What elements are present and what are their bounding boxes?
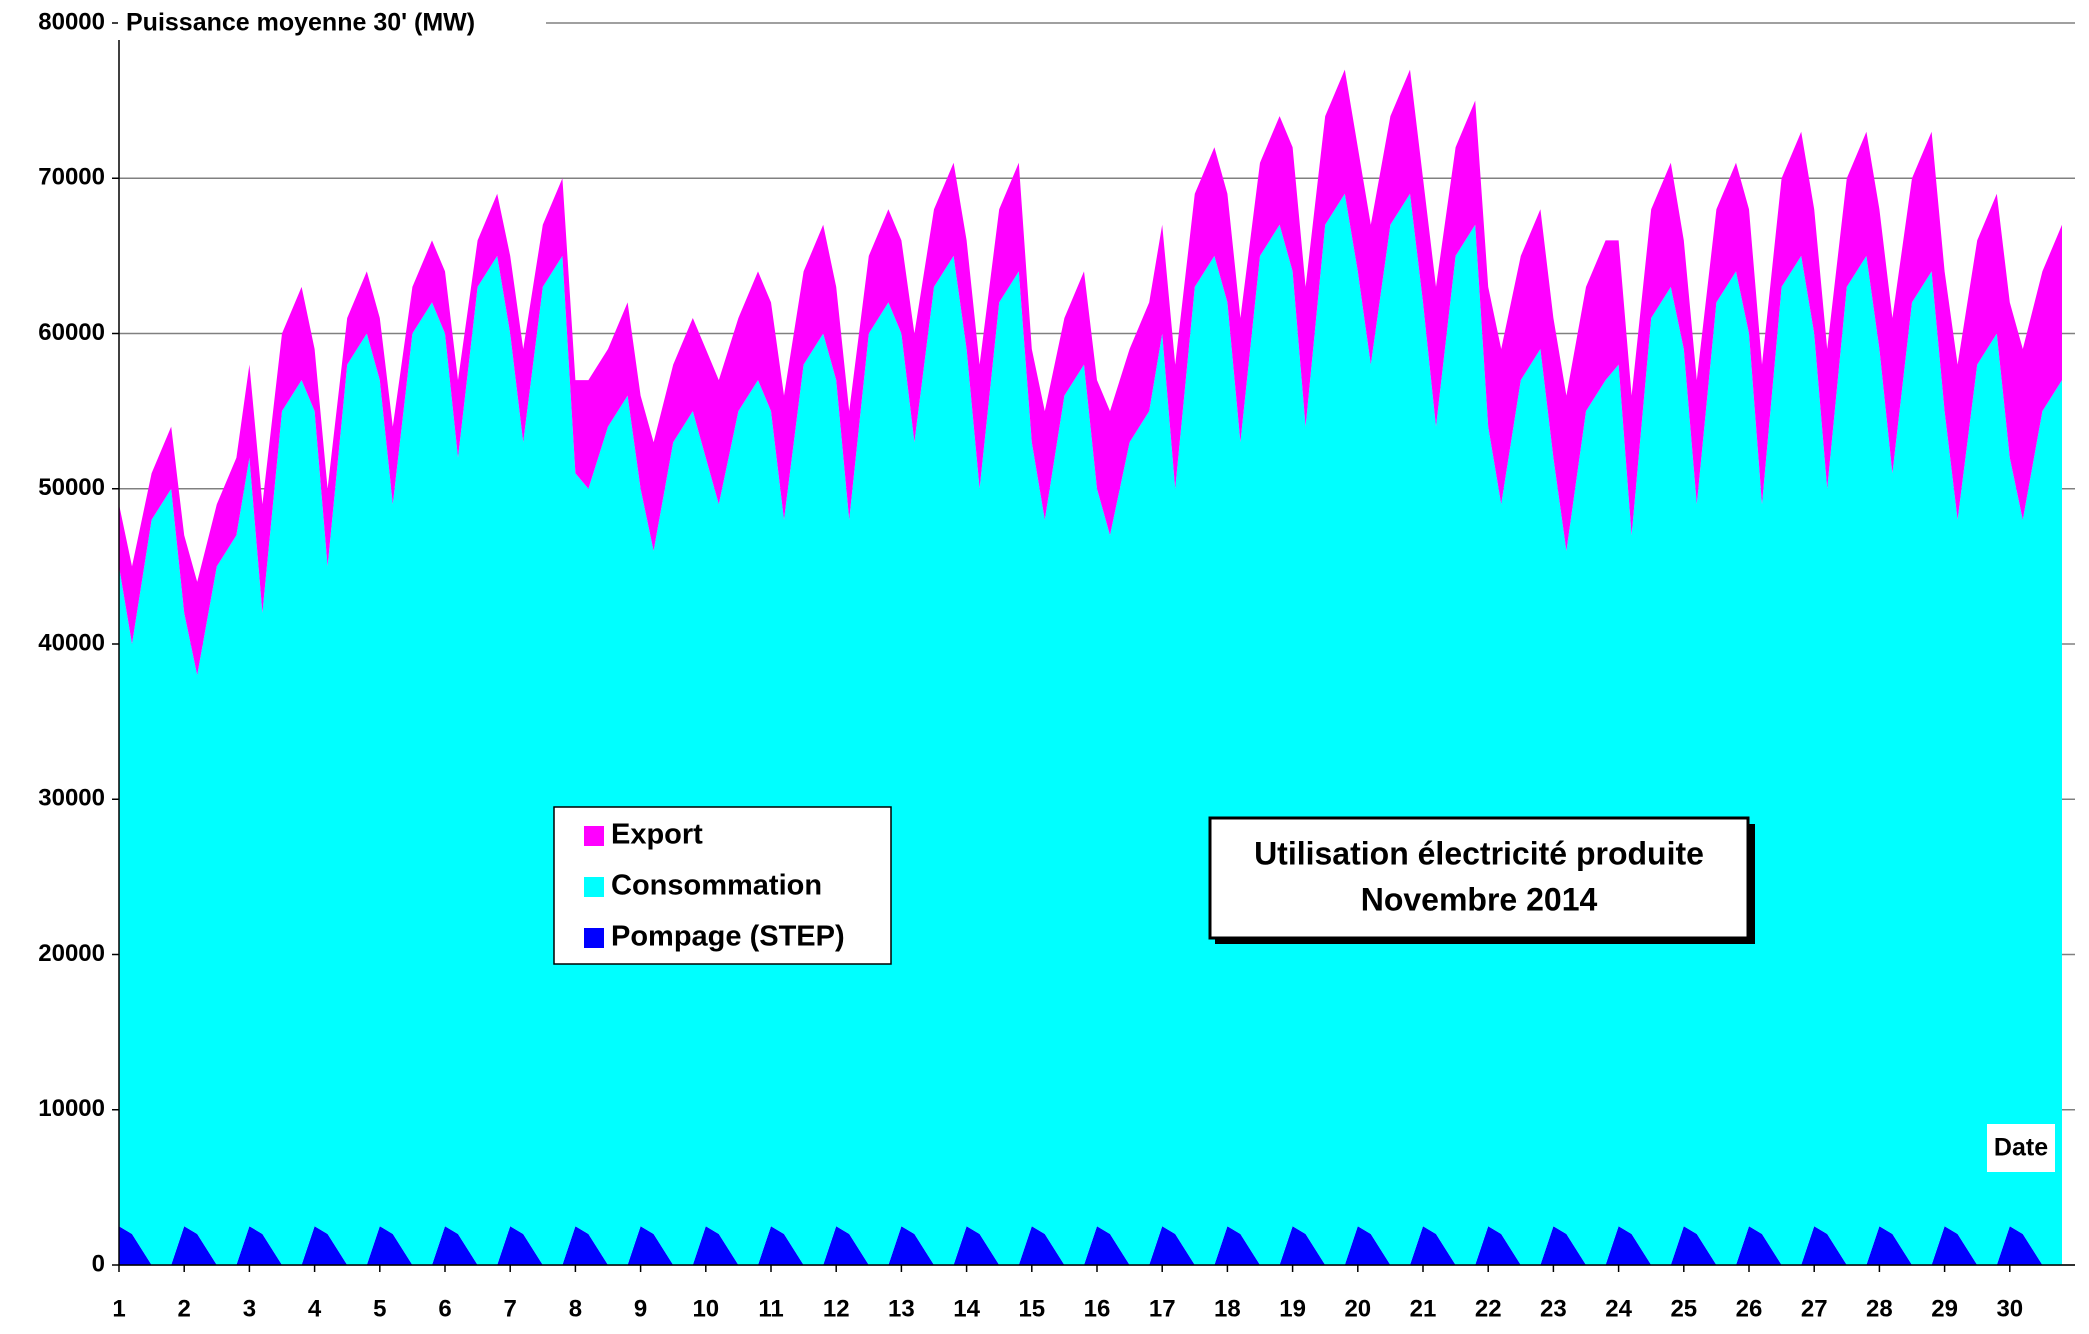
x-tick-label: 10 — [692, 1295, 719, 1322]
title-box — [1208, 816, 1750, 940]
y-tick-label: 20000 — [38, 940, 105, 967]
x-label-bg — [1987, 1124, 2055, 1172]
x-tick-label: 19 — [1279, 1295, 1306, 1322]
x-tick-label: 22 — [1475, 1295, 1502, 1322]
legend: Export Consommation Pompage (STEP) — [584, 819, 845, 953]
chart-title: Utilisation électricité produite — [1254, 835, 1704, 871]
x-tick-label: 8 — [569, 1295, 582, 1322]
legend-label: Export — [611, 819, 703, 851]
y-tick-label: 80000 — [38, 8, 105, 35]
x-tick-label: 12 — [823, 1295, 850, 1322]
x-tick-label: 23 — [1540, 1295, 1567, 1322]
x-tick-label: 11 — [758, 1295, 783, 1322]
legend-swatch — [584, 826, 604, 846]
x-tick-label: 17 — [1149, 1295, 1176, 1322]
x-tick-label: 20 — [1344, 1295, 1371, 1322]
x-tick-label: 21 — [1410, 1295, 1437, 1322]
legend-label: Pompage (STEP) — [611, 921, 845, 953]
y-tick-label: 70000 — [38, 164, 105, 191]
y-axis-title: Puissance moyenne 30' (MW) — [126, 9, 475, 37]
legend-box — [553, 806, 892, 965]
x-tick-label: 2 — [178, 1295, 191, 1322]
x-tick-label: 30 — [1996, 1295, 2023, 1322]
legend-swatch — [584, 877, 604, 897]
x-tick-label: 27 — [1801, 1295, 1828, 1322]
x-tick-label: 25 — [1670, 1295, 1697, 1322]
y-tick-label: 0 — [92, 1250, 105, 1277]
area — [119, 69, 2062, 676]
x-tick-label: 6 — [438, 1295, 451, 1322]
x-tick-label: 18 — [1214, 1295, 1241, 1322]
x-tick-label: 4 — [308, 1295, 322, 1322]
legend-label: Consommation — [611, 870, 822, 902]
legend-swatch — [584, 928, 604, 948]
x-tick-label: 15 — [1018, 1295, 1045, 1322]
x-tick-label: 5 — [373, 1295, 386, 1322]
x-tick-label: 1 — [112, 1295, 125, 1322]
x-tick-label: 9 — [634, 1295, 647, 1322]
areas — [119, 69, 2062, 1265]
chart-subtitle: Novembre 2014 — [1361, 881, 1598, 917]
y-tick-label: 40000 — [38, 629, 105, 656]
y-tick-label: 10000 — [38, 1095, 105, 1122]
y-tick-label: 60000 — [38, 319, 105, 346]
axes: 0 10000 20000 30000 40000 50000 60000 70000 8000… — [38, 8, 2075, 1322]
x-tick-label: 14 — [953, 1295, 980, 1322]
y-tick-label: 30000 — [38, 785, 105, 812]
x-tick-label: 26 — [1736, 1295, 1763, 1322]
x-tick-label: 3 — [243, 1295, 256, 1322]
y-label-bg — [118, 6, 546, 40]
x-axis-title: Date — [1994, 1134, 2048, 1162]
y-tick-label: 50000 — [38, 474, 105, 501]
x-tick-label: 24 — [1605, 1295, 1632, 1322]
x-tick-label: 29 — [1931, 1295, 1958, 1322]
area — [119, 193, 2062, 1265]
x-tick-label: 28 — [1866, 1295, 1893, 1322]
x-tick-label: 7 — [504, 1295, 517, 1322]
x-tick-label: 16 — [1084, 1295, 1111, 1322]
x-tick-label: 13 — [888, 1295, 915, 1322]
